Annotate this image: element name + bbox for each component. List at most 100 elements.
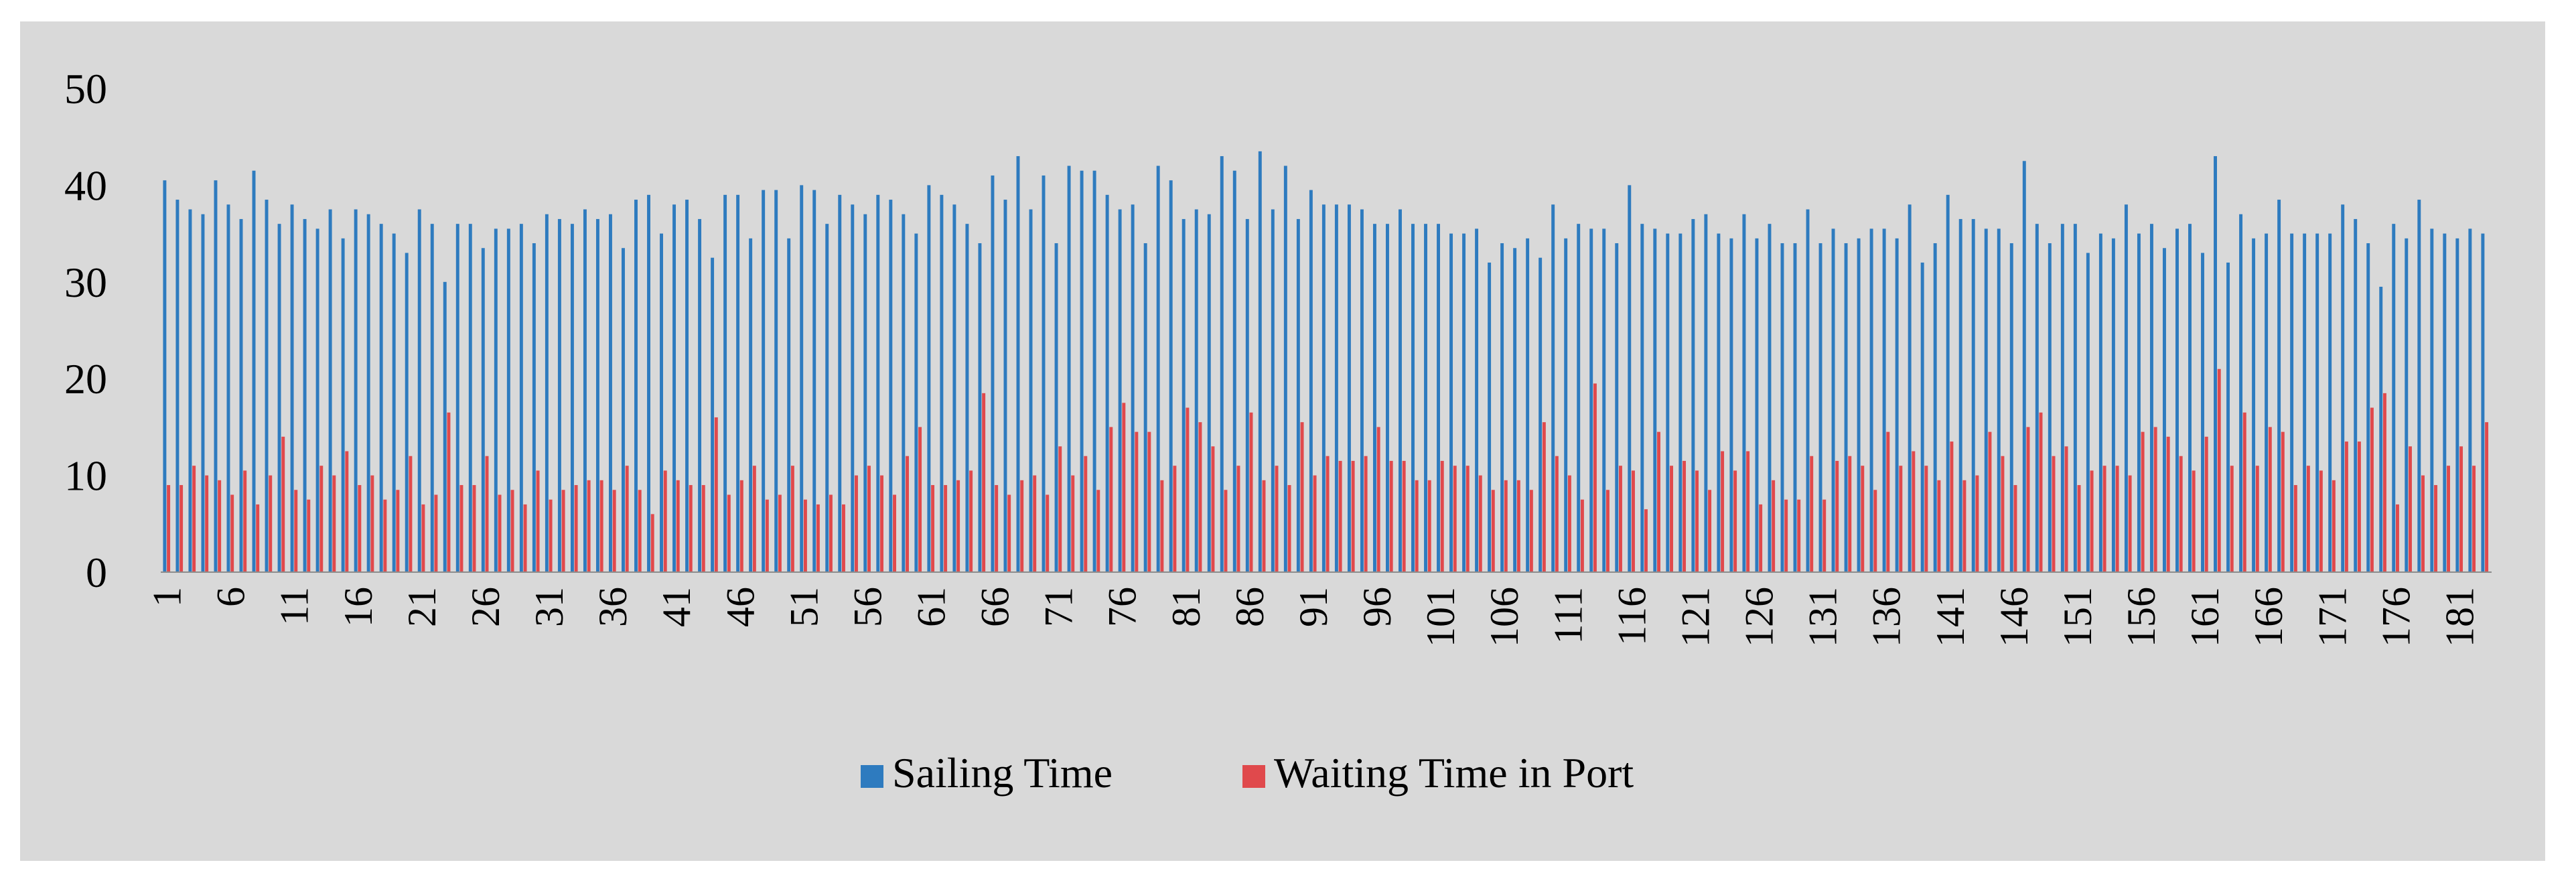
bar-waiting-time-in-port: [1071, 475, 1075, 572]
bar-waiting-time-in-port: [1605, 490, 1609, 572]
bar-waiting-time-in-port: [2026, 427, 2030, 572]
bar-waiting-time-in-port: [1542, 422, 1546, 572]
bar-waiting-time-in-port: [2077, 485, 2081, 572]
bar-waiting-time-in-port: [1873, 490, 1877, 572]
bar-sailing-time: [226, 204, 230, 572]
bar-sailing-time: [711, 257, 715, 572]
bar-waiting-time-in-port: [1861, 466, 1865, 572]
bar-waiting-time-in-port: [1937, 480, 1941, 572]
bar-waiting-time-in-port: [1593, 383, 1597, 572]
bar-waiting-time-in-port: [944, 485, 948, 572]
bar-sailing-time: [1984, 228, 1988, 572]
bar-sailing-time: [2417, 200, 2421, 572]
bar-waiting-time-in-port: [1313, 475, 1317, 572]
bar-sailing-time: [2366, 243, 2370, 572]
x-tick-label: 36: [591, 587, 635, 627]
bar-sailing-time: [634, 200, 638, 572]
bar-waiting-time-in-port: [2192, 470, 2196, 572]
bar-sailing-time: [2163, 248, 2166, 572]
bar-sailing-time: [1920, 262, 1924, 572]
bar-waiting-time-in-port: [2128, 475, 2132, 572]
bar-waiting-time-in-port: [2319, 470, 2323, 572]
bar-waiting-time-in-port: [1491, 490, 1495, 572]
bar-waiting-time-in-port: [1186, 407, 1190, 572]
bar-waiting-time-in-port: [2039, 412, 2043, 572]
bar-sailing-time: [2226, 262, 2230, 572]
bar-sailing-time: [1347, 204, 1351, 572]
bar-waiting-time-in-port: [1644, 509, 1648, 572]
y-tick-label: 0: [86, 549, 107, 596]
bar-sailing-time: [825, 224, 829, 572]
bar-waiting-time-in-port: [982, 393, 986, 572]
bar-sailing-time: [1462, 233, 1466, 572]
bar-waiting-time-in-port: [256, 504, 260, 572]
bar-sailing-time: [736, 194, 740, 573]
legend: Sailing Time Waiting Time in Port: [861, 749, 1634, 797]
bar-waiting-time-in-port: [1326, 456, 1330, 572]
bar-waiting-time-in-port: [2306, 466, 2310, 572]
bar-sailing-time: [1742, 214, 1746, 573]
bar-sailing-time: [1360, 209, 1364, 572]
bar-sailing-time: [1946, 194, 1950, 573]
bar-waiting-time-in-port: [816, 504, 820, 572]
bar-sailing-time: [685, 200, 689, 572]
bar-waiting-time-in-port: [2344, 441, 2348, 572]
bar-waiting-time-in-port: [1275, 466, 1279, 572]
bar-waiting-time-in-port: [2242, 412, 2246, 572]
bar-waiting-time-in-port: [1733, 470, 1737, 572]
bar-waiting-time-in-port: [1211, 446, 1215, 572]
bar-waiting-time-in-port: [1848, 456, 1852, 572]
y-tick-label: 40: [64, 161, 107, 209]
bar-sailing-time: [1628, 185, 1632, 572]
bar-sailing-time: [1500, 243, 1504, 572]
bar-waiting-time-in-port: [2409, 446, 2412, 572]
bar-waiting-time-in-port: [2293, 485, 2297, 572]
bar-waiting-time-in-port: [1580, 499, 1584, 572]
bar-waiting-time-in-port: [638, 490, 642, 572]
bar-waiting-time-in-port: [345, 451, 349, 572]
bar-sailing-time: [647, 194, 650, 573]
x-tick-label: 6: [209, 587, 253, 607]
bar-waiting-time-in-port: [2281, 431, 2285, 572]
bar-sailing-time: [583, 209, 587, 572]
bar-waiting-time-in-port: [612, 490, 616, 572]
bar-sailing-time: [1296, 218, 1300, 572]
bar-waiting-time-in-port: [1912, 451, 1916, 572]
bar-waiting-time-in-port: [358, 485, 362, 572]
bar-sailing-time: [838, 194, 842, 573]
bar-sailing-time: [290, 204, 294, 572]
bar-waiting-time-in-port: [2485, 422, 2489, 572]
legend-label-sailing-time: Sailing Time: [892, 749, 1113, 797]
bar-waiting-time-in-port: [2141, 431, 2145, 572]
bar-sailing-time: [1882, 228, 1886, 572]
bar-sailing-time: [1717, 233, 1721, 572]
bar-waiting-time-in-port: [1249, 412, 1253, 572]
bar-waiting-time-in-port: [1389, 460, 1393, 572]
bar-waiting-time-in-port: [855, 475, 858, 572]
bar-waiting-time-in-port: [549, 499, 553, 572]
bar-waiting-time-in-port: [396, 490, 400, 572]
bar-waiting-time-in-port: [1683, 460, 1687, 572]
x-tick-label: 76: [1100, 587, 1145, 627]
bar-sailing-time: [1653, 228, 1657, 572]
bar-sailing-time: [952, 204, 956, 572]
bar-sailing-time: [1475, 228, 1479, 572]
y-tick-label: 10: [64, 452, 107, 500]
bar-sailing-time: [1958, 218, 1962, 572]
bar-sailing-time: [1042, 175, 1046, 572]
bar-sailing-time: [303, 218, 307, 572]
bar-sailing-time: [392, 233, 396, 572]
bar-sailing-time: [265, 200, 269, 572]
bar-waiting-time-in-port: [561, 490, 565, 572]
x-tick-label: 61: [909, 587, 953, 627]
bar-waiting-time-in-port: [2434, 485, 2437, 572]
x-tick-label: 91: [1291, 587, 1336, 627]
bar-waiting-time-in-port: [1810, 456, 1814, 572]
bar-sailing-time: [1780, 243, 1784, 572]
bar-sailing-time: [239, 218, 243, 572]
bar-waiting-time-in-port: [447, 412, 451, 572]
bar-waiting-time-in-port: [2001, 456, 2005, 572]
bar-waiting-time-in-port: [269, 475, 273, 572]
bar-sailing-time: [1143, 243, 1147, 572]
